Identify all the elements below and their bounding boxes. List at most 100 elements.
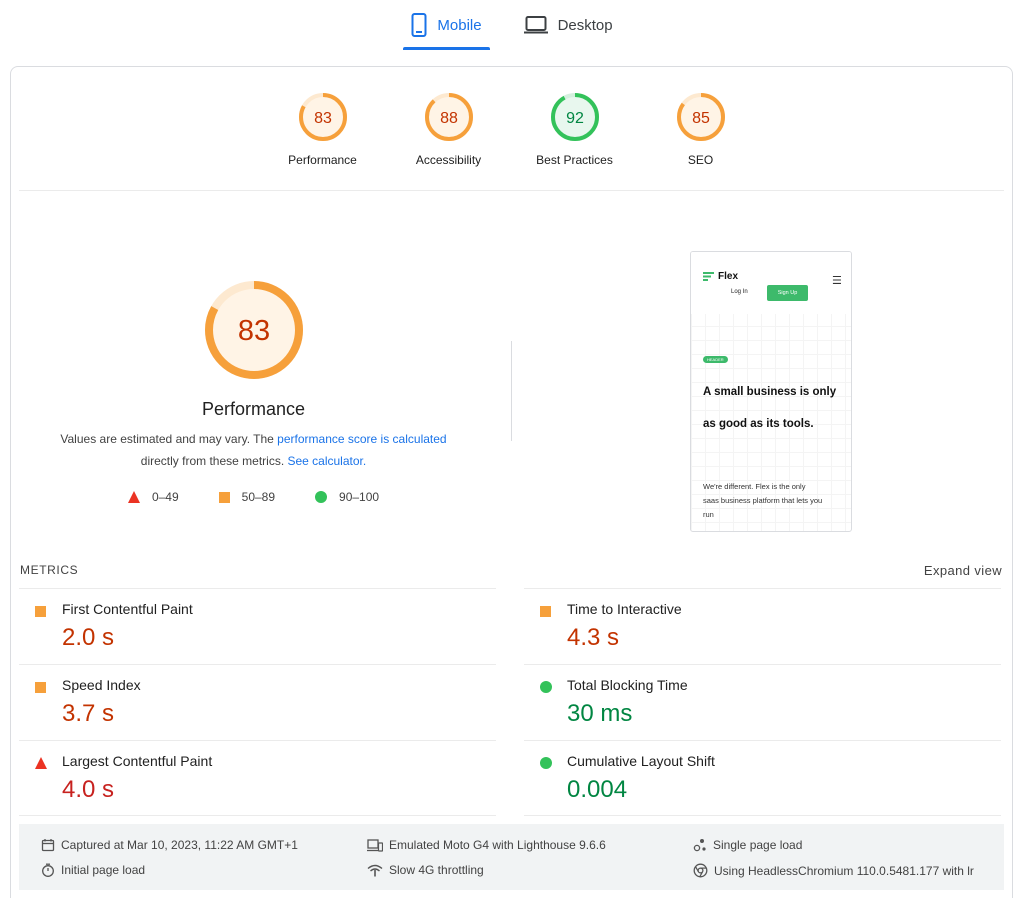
gauge-accessibility[interactable]: 88 Accessibility <box>399 91 499 190</box>
metric-name: Total Blocking Time <box>567 677 688 693</box>
env-single: Single page load <box>693 838 802 852</box>
preview-login: Log In <box>731 289 748 295</box>
tab-mobile-label: Mobile <box>437 16 482 34</box>
gauge-performance[interactable]: 83 Performance <box>273 91 373 190</box>
metric-status-icon <box>35 604 46 622</box>
preview-logo: Flex <box>703 271 738 282</box>
metric-time-to-interactive: Time to Interactive 4.3 s <box>524 588 1001 664</box>
expand-view-toggle[interactable]: Expand view <box>923 563 1002 578</box>
metrics-column-left: First Contentful Paint 2.0 s Speed Index 3.… <box>19 588 496 816</box>
score-calculated-link[interactable]: performance score is calculated <box>277 432 447 446</box>
env-single-text: Single page load <box>713 838 803 852</box>
preview-badge: HEADER <box>703 356 728 363</box>
flex-logo-icon <box>703 272 714 281</box>
env-initial-text: Initial page load <box>61 863 146 877</box>
env-browser: Using HeadlessChromium 110.0.5481.177 wi… <box>693 863 974 878</box>
metric-name: Cumulative Layout Shift <box>567 753 715 769</box>
metric-name: Speed Index <box>62 677 141 693</box>
signal-icon <box>367 864 383 876</box>
devices-icon <box>367 838 383 852</box>
square-icon <box>35 606 46 617</box>
score-gauge-ring: 83 <box>298 93 347 141</box>
preview-body: We're different. Flex is the only saas b… <box>703 482 823 519</box>
calendar-icon <box>41 839 55 852</box>
mobile-phone-icon <box>411 13 427 37</box>
square-icon <box>540 606 551 617</box>
metric-name: Time to Interactive <box>567 601 682 617</box>
metric-value: 30 ms <box>567 700 633 727</box>
legend-fail-label: 0–49 <box>151 490 179 504</box>
page-screenshot-preview[interactable]: Flex ☰ Log In Sign Up HEADER A small bus… <box>690 251 852 532</box>
preview-brand: Flex <box>718 271 739 282</box>
preview-signup: Sign Up <box>767 285 808 301</box>
desc-text-1: Values are estimated and may vary. The <box>60 432 278 446</box>
score-gauge-ring: 85 <box>676 93 725 141</box>
env-device-text: Emulated Moto G4 with Lighthouse 9.6.6 <box>389 838 606 852</box>
metric-total-blocking-time: Total Blocking Time 30 ms <box>524 664 1001 740</box>
metric-status-icon <box>35 756 47 774</box>
metric-value: 3.7 s <box>62 700 115 727</box>
score-gauge-ring: 92 <box>550 93 599 141</box>
legend-pass-label: 90–100 <box>339 490 380 504</box>
metrics-header: METRICS Expand view <box>19 561 1004 589</box>
metric-value: 0.004 <box>567 776 628 803</box>
legend-average-label: 50–89 <box>241 490 276 504</box>
tab-desktop[interactable]: Desktop <box>522 0 615 50</box>
performance-title: Performance <box>201 399 306 419</box>
nodes-icon <box>693 839 706 852</box>
laptop-icon <box>523 16 548 34</box>
preview-headline: A small business is only as good as its … <box>703 386 837 430</box>
category-gauges: 83 Performance 88 Accessibility 92 Best Pract… <box>19 67 1004 191</box>
metric-name: First Contentful Paint <box>62 601 193 617</box>
circle-icon <box>540 681 552 693</box>
triangle-icon <box>127 491 140 503</box>
performance-description: Values are estimated and may vary. The p… <box>44 428 464 472</box>
metric-speed-index: Speed Index 3.7 s <box>19 664 496 740</box>
metric-first-contentful-paint: First Contentful Paint 2.0 s <box>19 588 496 664</box>
gauge-score: 85 <box>692 110 710 127</box>
metric-status-icon <box>540 680 552 698</box>
device-tabs: Mobile Desktop <box>0 0 1024 52</box>
legend-average: 50–89 <box>218 490 276 504</box>
gauge-best-practices[interactable]: 92 Best Practices <box>525 91 625 190</box>
legend-pass: 90–100 <box>315 490 379 504</box>
see-calculator-link[interactable]: See calculator. <box>287 454 367 468</box>
score-legend: 0–49 50–89 90–100 <box>11 490 496 504</box>
metric-name: Largest Contentful Paint <box>62 753 213 769</box>
gauge-score: 88 <box>440 110 458 127</box>
circle-icon <box>540 757 552 769</box>
gauge-label: Best Practices <box>536 153 613 167</box>
gauge-score: 83 <box>314 110 332 127</box>
gauge-label: Accessibility <box>415 153 482 167</box>
env-initial: Initial page load <box>41 863 145 877</box>
metric-cumulative-layout-shift: Cumulative Layout Shift 0.004 <box>524 740 1001 816</box>
performance-score-large: 83 <box>237 315 269 347</box>
metric-value: 4.3 s <box>567 624 620 651</box>
chrome-icon <box>693 863 708 878</box>
divider <box>511 341 512 441</box>
env-captured-text: Captured at Mar 10, 2023, 11:22 AM GMT+1 <box>61 838 298 852</box>
env-throttling-text: Slow 4G throttling <box>389 863 484 877</box>
metrics-label: METRICS <box>20 563 79 577</box>
env-browser-text: Using HeadlessChromium 110.0.5481.177 wi… <box>714 863 974 878</box>
gauge-label: Performance <box>288 153 357 167</box>
metric-value: 2.0 s <box>62 624 115 651</box>
gauge-seo[interactable]: 85 SEO <box>651 91 751 190</box>
timer-icon <box>42 863 54 877</box>
metrics-column-right: Time to Interactive 4.3 s Total Blocking T… <box>524 588 1001 816</box>
gauge-label: SEO <box>687 153 714 167</box>
performance-summary: 83 Performance Values are estimated and … <box>11 279 496 504</box>
env-captured: Captured at Mar 10, 2023, 11:22 AM GMT+1 <box>41 838 298 852</box>
square-icon <box>218 491 230 503</box>
metric-status-icon <box>540 756 552 774</box>
tab-desktop-label: Desktop <box>557 16 613 34</box>
metric-largest-contentful-paint: Largest Contentful Paint 4.0 s <box>19 740 496 816</box>
env-throttling: Slow 4G throttling <box>367 863 484 877</box>
runtime-settings: Captured at Mar 10, 2023, 11:22 AM GMT+1… <box>19 824 1004 890</box>
tab-mobile[interactable]: Mobile <box>403 0 490 50</box>
triangle-icon <box>35 757 47 769</box>
performance-gauge-large: 83 <box>11 279 496 381</box>
metric-status-icon <box>540 604 551 622</box>
desc-text-2: directly from these metrics. <box>140 454 288 468</box>
env-device: Emulated Moto G4 with Lighthouse 9.6.6 <box>367 838 606 852</box>
